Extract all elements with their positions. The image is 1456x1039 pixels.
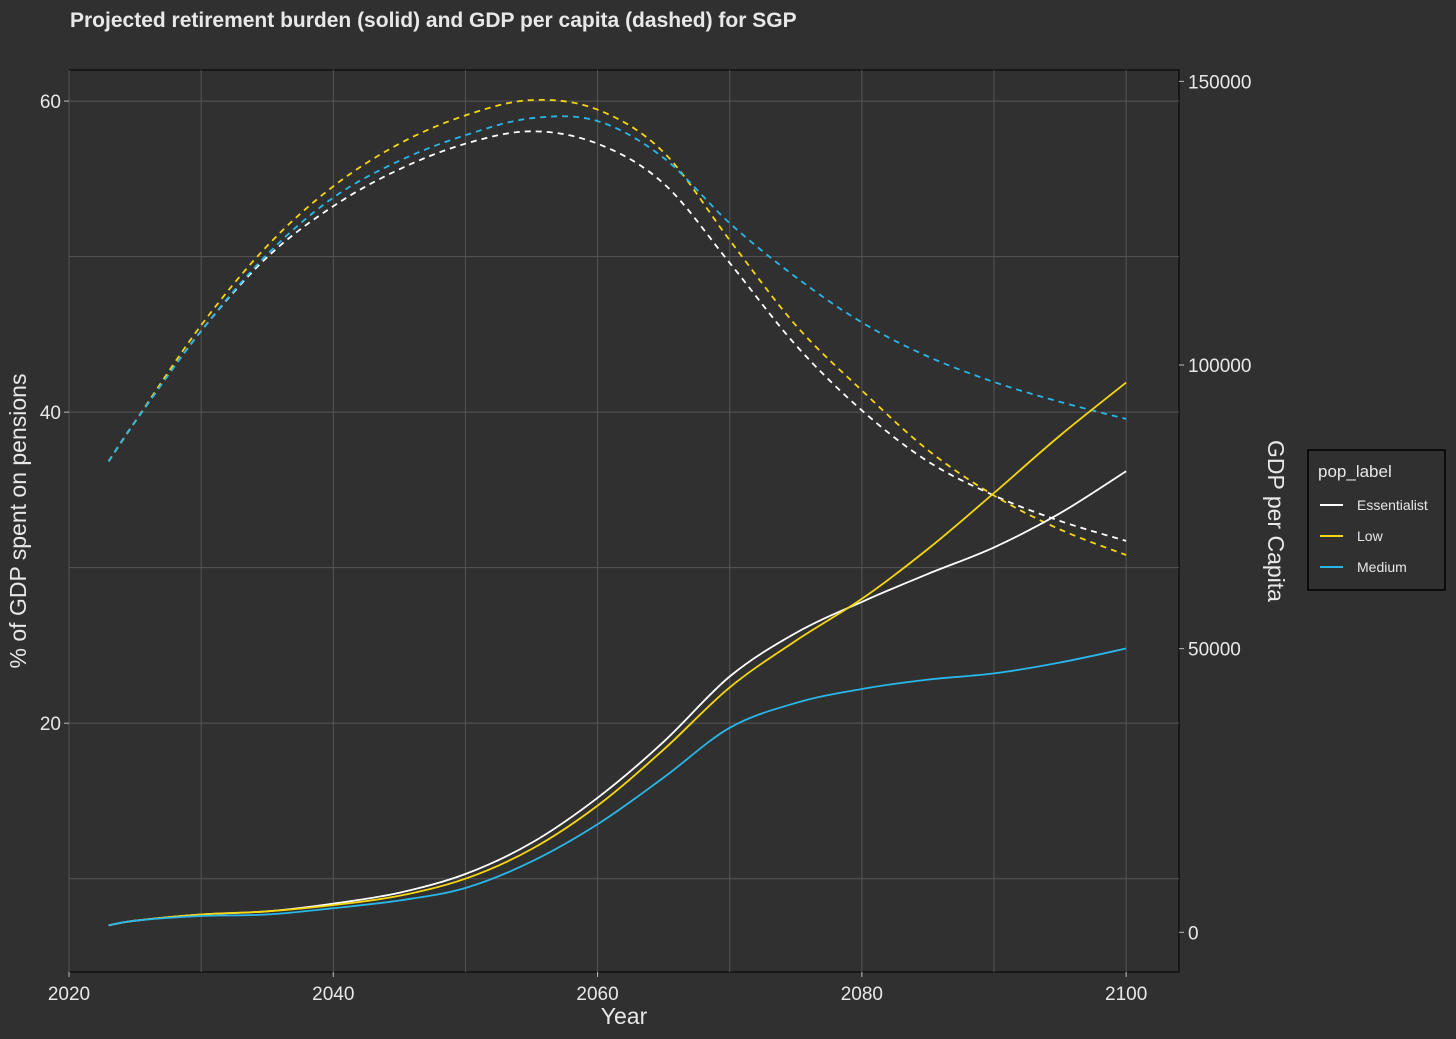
- grid-vertical: [68, 70, 1127, 972]
- legend-title: pop_label: [1318, 462, 1392, 481]
- y-right-axis-label: GDP per Capita: [1263, 440, 1289, 602]
- y-left-tick-label-60: 60: [40, 92, 61, 113]
- gdp-line-low: [107, 98, 1127, 556]
- y-left-axis-label: % of GDP spent on pensions: [5, 374, 31, 669]
- x-tick-label-2080: 2080: [841, 984, 883, 1005]
- y-right-axis-ticks: 0 50000 100000 150000: [1179, 72, 1251, 944]
- y-left-tick-label-20: 20: [40, 714, 61, 735]
- y-right-tick-label-150000: 150000: [1188, 72, 1251, 93]
- y-right-tick-label-0: 0: [1188, 923, 1199, 944]
- legend-entries: Essentialist Low Medium: [1320, 497, 1428, 575]
- x-tick-label-2020: 2020: [48, 984, 90, 1005]
- y-right-tick-label-50000: 50000: [1188, 640, 1241, 661]
- plot-panel-border: [68, 69, 1180, 973]
- legend-label-low: Low: [1357, 528, 1384, 544]
- x-tick-label-2040: 2040: [312, 984, 354, 1005]
- y-left-tick-label-40: 40: [40, 403, 61, 424]
- pension-line-low: [108, 381, 1127, 927]
- chart-title: Projected retirement burden (solid) and …: [70, 9, 797, 32]
- gdp-line-essentialist: [107, 130, 1127, 542]
- gdp-line-medium: [107, 115, 1127, 462]
- y-right-tick-label-100000: 100000: [1188, 356, 1251, 377]
- legend-label-essentialist: Essentialist: [1357, 497, 1428, 513]
- y-left-axis-ticks: 20 40 60: [40, 92, 69, 735]
- legend-label-medium: Medium: [1357, 559, 1407, 575]
- grid-horizontal: [69, 100, 1179, 880]
- x-axis-label: Year: [601, 1003, 648, 1029]
- x-tick-label-2060: 2060: [576, 984, 618, 1005]
- pension-line-medium: [108, 647, 1127, 927]
- x-axis-ticks: 2020 2040 2060 2080 2100: [48, 972, 1147, 1005]
- plot-panel: [68, 69, 1180, 973]
- x-tick-label-2100: 2100: [1105, 984, 1147, 1005]
- legend: pop_label Essentialist Low Medium: [1307, 449, 1446, 591]
- series-layer: [107, 98, 1127, 927]
